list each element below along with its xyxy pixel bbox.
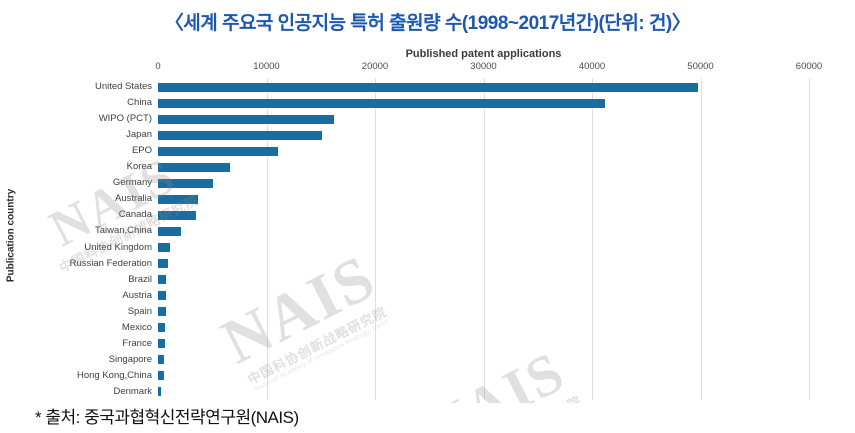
bar-united-kingdom (158, 243, 170, 253)
bar-label-singapore: Singapore (108, 353, 152, 365)
gridline-20000 (375, 78, 376, 400)
bar-label-brazil: Brazil (128, 273, 152, 285)
x-tick-20000: 20000 (361, 61, 389, 72)
gridline-30000 (483, 78, 485, 400)
bar-label-hong-kong-china: Hong Kong,China (77, 369, 152, 381)
watermark-nais: NAIS 中国科协创新战略研究院 (395, 333, 605, 403)
x-tick-40000: 40000 (578, 61, 606, 72)
watermark-text: NAIS (414, 338, 576, 403)
x-tick-0: 0 (155, 61, 161, 72)
bar-label-austria: Austria (122, 289, 152, 301)
bar-brazil (158, 275, 167, 285)
bar-russian-federation (158, 259, 169, 269)
bar-chart: Published patent applications 0 10000 2000… (0, 45, 855, 403)
source-note: * 출처: 중국과협혁신전략연구원(NAIS) (35, 408, 299, 427)
x-tick-50000: 50000 (687, 61, 714, 72)
bar-label-mexico: Mexico (121, 321, 152, 333)
gridline-40000 (592, 78, 593, 400)
bar-label-france: France (122, 337, 152, 349)
bar-spain (158, 307, 166, 317)
bar-label-united-states: United States (94, 81, 152, 92)
bar-label-korea: Korea (126, 161, 152, 173)
bar-australia (158, 194, 199, 204)
watermark-subtext-en: National Academy of Innovation Strategy,… (254, 319, 391, 393)
x-tick-30000: 30000 (470, 61, 497, 72)
bar-label-spain: Spain (127, 305, 152, 317)
watermark-nais: NAIS 中国科协创新战略研究院 National Academy of Inn… (179, 230, 431, 403)
watermark-subtext-cn: 中国科协创新战略研究院 (245, 303, 390, 388)
bar-mexico (158, 323, 166, 333)
gridline-50000 (700, 78, 702, 400)
y-axis-title: Publication country (5, 188, 17, 283)
bar-label-japan: Japan (126, 129, 152, 141)
figure-title: 〈세계 주요국 인공지능 특허 출원량 수(1998~2017년간)(단위: 건… (164, 13, 691, 34)
x-tick-60000: 60000 (795, 61, 823, 72)
bar-france (158, 339, 166, 349)
bar-china (158, 98, 606, 108)
bar-taiwan-china (158, 226, 181, 236)
bar-label-taiwan-china: Taiwan,China (94, 225, 152, 237)
bar-united-states (158, 82, 699, 92)
bar-germany (158, 178, 214, 188)
bar-japan (158, 130, 322, 140)
bar-label-denmark: Denmark (113, 385, 152, 397)
bar-korea (158, 162, 230, 172)
gridline-10000 (266, 78, 268, 400)
bar-wipo-pct (158, 114, 334, 124)
bar-austria (158, 291, 166, 301)
x-tick-10000: 10000 (253, 61, 280, 72)
bar-label-wipo-pct: WIPO (PCT) (98, 113, 152, 125)
bar-singapore (158, 355, 165, 365)
bar-denmark (158, 387, 162, 397)
bar-label-china: China (127, 97, 152, 109)
bar-canada (158, 210, 196, 220)
bar-hong-kong-china (158, 371, 164, 381)
bar-label-germany: Germany (112, 177, 152, 189)
x-axis-title: Published patent applications (405, 48, 562, 60)
watermark-text: NAIS (210, 240, 387, 378)
bar-label-russian-federation: Russian Federation (69, 257, 152, 269)
bar-label-united-kingdom: United Kingdom (84, 241, 152, 253)
bar-label-canada: Canada (118, 209, 152, 221)
watermark-subtext-cn: 中国科协创新战略研究院 (418, 380, 605, 403)
gridline-60000 (809, 78, 810, 400)
bar-label-australia: Australia (115, 193, 152, 205)
bar-epo (158, 146, 279, 156)
bar-label-epo: EPO (131, 145, 152, 157)
